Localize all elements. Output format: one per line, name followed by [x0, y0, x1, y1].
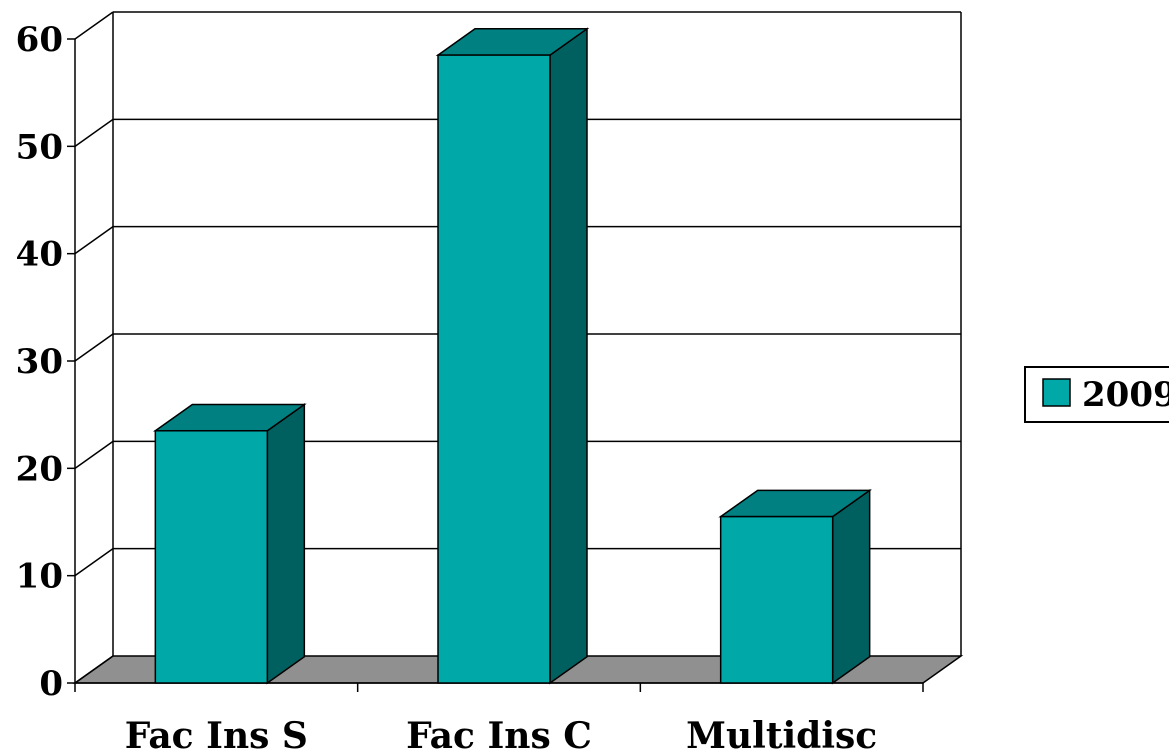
x-category-label: Multidisc [686, 715, 877, 756]
gridline-diagonal [74, 11, 114, 40]
bar [718, 488, 873, 685]
y-tick-label: 60 [16, 20, 63, 60]
gridline-diagonal [74, 440, 114, 469]
x-category-label: Fac Ins C [406, 715, 592, 756]
bar-front-face [437, 54, 551, 684]
y-tick-label: 20 [16, 449, 63, 489]
y-tick-label: 0 [39, 664, 63, 704]
bars [152, 27, 873, 685]
x-category-labels: Fac Ins S Fac Ins C Multidisc [125, 715, 877, 756]
gridline-diagonal [74, 226, 114, 255]
y-tick-label: 10 [16, 557, 63, 597]
bar-side-face [266, 403, 306, 685]
y-tick-label: 30 [16, 342, 63, 382]
bar [152, 403, 307, 685]
y-tick-labels: 0 10 20 30 40 50 60 [16, 20, 63, 704]
gridline-diagonal [74, 655, 114, 684]
legend-label: 2009 [1082, 375, 1169, 415]
bar-side-face [831, 488, 871, 685]
legend-swatch [1042, 378, 1071, 407]
gridline-diagonal [74, 548, 114, 577]
y-tick-label: 40 [16, 235, 63, 275]
x-category-label: Fac Ins S [125, 715, 308, 756]
legend: 2009 [1024, 366, 1169, 423]
bar-front-face [154, 430, 269, 684]
gridline-diagonal [74, 118, 114, 147]
bar-front-face [719, 515, 834, 684]
gridline-diagonal [74, 333, 114, 362]
bar-side-face [549, 27, 588, 685]
bar [435, 27, 590, 685]
y-tick-label: 50 [16, 127, 63, 167]
